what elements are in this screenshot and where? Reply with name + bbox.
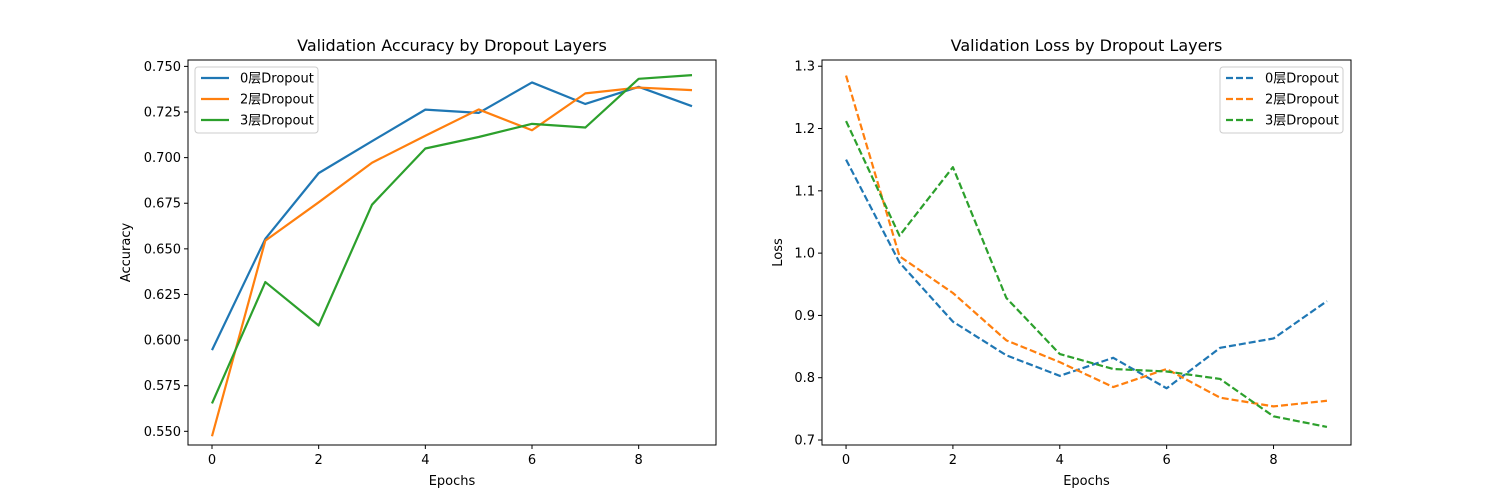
legend-label-0: 0层Dropout [240,72,314,87]
x-tick-label: 4 [1056,453,1064,468]
y-axis-label: Loss [771,238,786,267]
y-tick-label: 1.3 [794,60,815,75]
y-tick-label: 0.725 [144,106,181,121]
y-tick-label: 1.2 [794,122,815,137]
legend: 0层Dropout 2层Dropout 3层Dropout [194,66,319,134]
series-line-2 [210,74,693,404]
x-tick-label: 0 [842,453,850,468]
x-tick-label: 8 [1269,453,1277,468]
legend-label-2: 3层Dropout [1265,114,1339,129]
series-line-1 [844,75,1328,408]
chart-title: Validation Accuracy by Dropout Layers [297,36,607,55]
y-tick-label: 0.8 [794,371,815,386]
y-axis-label: Accuracy [119,223,134,283]
legend-label-2: 3层Dropout [240,114,314,129]
x-tick-label: 4 [421,453,429,468]
y-tick-label: 0.625 [144,288,181,303]
series-line-0 [845,159,1328,390]
x-axis-label: Epochs [1063,474,1110,489]
chart-title: Validation Loss by Dropout Layers [951,36,1223,55]
series-line-0 [211,81,693,351]
series-line-1 [210,86,693,437]
y-tick-label: 0.575 [144,379,181,394]
legend-box [1219,66,1344,134]
axes-frame [821,59,1352,446]
legend-label-0: 0层Dropout [1265,72,1339,87]
y-tick-label: 0.550 [144,425,181,440]
y-tick-label: 0.700 [144,151,181,166]
x-tick-label: 2 [949,453,957,468]
y-tick-label: 1.0 [794,247,815,262]
x-axis-label: Epochs [429,474,476,489]
axes-frame [187,59,717,446]
y-tick-label: 0.9 [794,309,815,324]
legend-label-1: 2层Dropout [1265,93,1339,108]
x-tick-label: 0 [208,453,216,468]
y-tick-label: 0.750 [144,60,181,75]
y-tick-label: 0.675 [144,197,181,212]
x-tick-label: 6 [1163,453,1171,468]
x-tick-label: 8 [635,453,643,468]
legend-box [194,66,319,134]
y-tick-label: 0.600 [144,334,181,349]
loss-chart: Validation Loss by Dropout Layers 0 2 4 6 8 0.… [771,36,1352,489]
x-tick-label: 2 [315,453,323,468]
y-tick-label: 0.650 [144,242,181,257]
accuracy-chart: Validation Accuracy by Dropout Layers 0 2 4… [119,36,717,489]
x-tick-label: 6 [528,453,536,468]
y-tick-label: 0.7 [794,434,815,449]
legend-label-1: 2层Dropout [240,93,314,108]
legend: 0层Dropout 2层Dropout 3层Dropout [1219,66,1344,134]
y-tick-label: 1.1 [794,184,815,199]
